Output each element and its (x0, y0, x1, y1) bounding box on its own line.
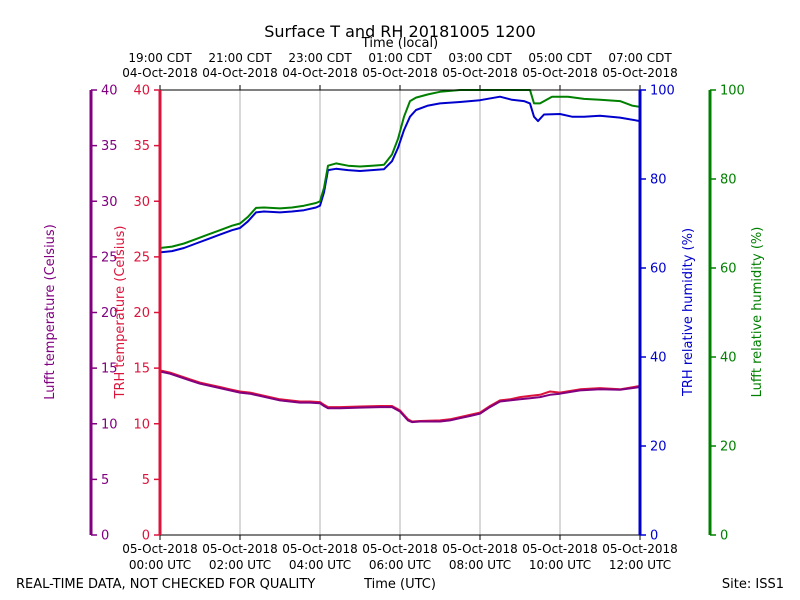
trh-humidity-tick-label: 100 (650, 84, 675, 99)
lufft-temperature-tick-label: 0 (101, 529, 109, 544)
top-tick-label-date: 05-Oct-2018 (522, 66, 598, 80)
trh-temperature-tick-label: 20 (133, 306, 150, 321)
trh-humidity-tick-label: 0 (650, 529, 658, 544)
footer-site: Site: ISS1 (722, 577, 784, 592)
series-line-lufft-temp (159, 370, 641, 424)
top-tick-label-date: 04-Oct-2018 (282, 66, 358, 80)
trh-temperature-tick-label: 25 (133, 250, 150, 265)
series-line-trh-rh (159, 95, 641, 254)
x-tick-label-date: 05-Oct-2018 (442, 542, 518, 556)
x-tick-label-time: 10:00 UTC (529, 558, 591, 572)
trh-humidity-tick-label: 80 (650, 173, 667, 188)
x-tick-label-time: 02:00 UTC (209, 558, 271, 572)
lufft-humidity-tick-label: 0 (720, 529, 728, 544)
lufft-humidity-tick-label: 20 (720, 440, 737, 455)
x-tick-label-time: 08:00 UTC (449, 558, 511, 572)
top-tick-label-time: 07:00 CDT (608, 51, 672, 65)
x-tick-label-date: 05-Oct-2018 (202, 542, 278, 556)
lufft-temperature-tick-label: 10 (101, 417, 118, 432)
trh-temperature-tick-label: 40 (133, 84, 150, 99)
lufft-temperature-tick-label: 15 (101, 362, 118, 377)
top-tick-label-time: 23:00 CDT (288, 51, 352, 65)
top-tick-label-time: 01:00 CDT (368, 51, 432, 65)
chart-title: Surface T and RH 20181005 1200 (264, 22, 536, 41)
x-tick-label-time: 12:00 UTC (609, 558, 671, 572)
series-line-lufft-rh (159, 89, 641, 249)
tick-labels: 05-Oct-2018 00:00 UTC 05-Oct-2018 02:00 UTC… (91, 51, 745, 572)
lufft-temperature-axis-label: Lufft temperature (Celsius) (43, 224, 58, 400)
x-tick-label-time: 04:00 UTC (289, 558, 351, 572)
trh-temperature-tick-label: 10 (133, 417, 150, 432)
lufft-temperature-tick-label: 35 (101, 139, 118, 154)
lufft-humidity-tick-label: 80 (720, 173, 737, 188)
series-line-trh-temp (159, 369, 641, 423)
lufft-temperature-tick-label: 5 (101, 473, 109, 488)
top-tick-label-date: 05-Oct-2018 (442, 66, 518, 80)
x-tick-label-date: 05-Oct-2018 (282, 542, 358, 556)
trh-humidity-tick-label: 20 (650, 440, 667, 455)
lufft-temperature-tick-label: 40 (101, 84, 118, 99)
x-axis-label: Time (UTC) (363, 577, 436, 592)
top-axis-label: Time (local) (361, 36, 438, 51)
x-tick-label-date: 05-Oct-2018 (122, 542, 198, 556)
trh-humidity-tick-label: 40 (650, 351, 667, 366)
top-tick-label-date: 04-Oct-2018 (202, 66, 278, 80)
trh-temperature-axis-label: TRH temperature (Celsius) (113, 226, 128, 400)
lufft-humidity-tick-label: 40 (720, 351, 737, 366)
top-tick-label-time: 03:00 CDT (448, 51, 512, 65)
x-tick-label-time: 06:00 UTC (369, 558, 431, 572)
footer-quality-note: REAL-TIME DATA, NOT CHECKED FOR QUALITY (16, 577, 315, 592)
lufft-humidity-tick-label: 60 (720, 262, 737, 277)
x-tick-label-date: 05-Oct-2018 (362, 542, 438, 556)
trh-temperature-tick-label: 5 (142, 473, 150, 488)
top-tick-label-time: 21:00 CDT (208, 51, 272, 65)
top-tick-label-time: 19:00 CDT (128, 51, 192, 65)
grid-lines (239, 90, 561, 535)
top-tick-label-date: 05-Oct-2018 (602, 66, 678, 80)
trh-temperature-tick-label: 35 (133, 139, 150, 154)
trh-humidity-axis-label: TRH relative humidity (%) (681, 228, 696, 397)
lufft-temperature-tick-label: 20 (101, 306, 118, 321)
lufft-humidity-axis-label: Lufft relative humidity (%) (750, 227, 765, 398)
x-tick-label-date: 05-Oct-2018 (602, 542, 678, 556)
series-layer (159, 89, 641, 424)
top-tick-label-time: 05:00 CDT (528, 51, 592, 65)
trh-temperature-tick-label: 0 (142, 529, 150, 544)
x-tick-label-time: 00:00 UTC (129, 558, 191, 572)
x-tick-label-date: 05-Oct-2018 (522, 542, 598, 556)
lufft-humidity-tick-label: 100 (720, 84, 745, 99)
trh-humidity-tick-label: 60 (650, 262, 667, 277)
trh-temperature-tick-label: 30 (133, 195, 150, 210)
trh-temperature-tick-label: 15 (133, 362, 150, 377)
top-tick-label-date: 05-Oct-2018 (362, 66, 438, 80)
lufft-temperature-tick-label: 25 (101, 250, 118, 265)
top-tick-label-date: 04-Oct-2018 (122, 66, 198, 80)
lufft-temperature-tick-label: 30 (101, 195, 118, 210)
